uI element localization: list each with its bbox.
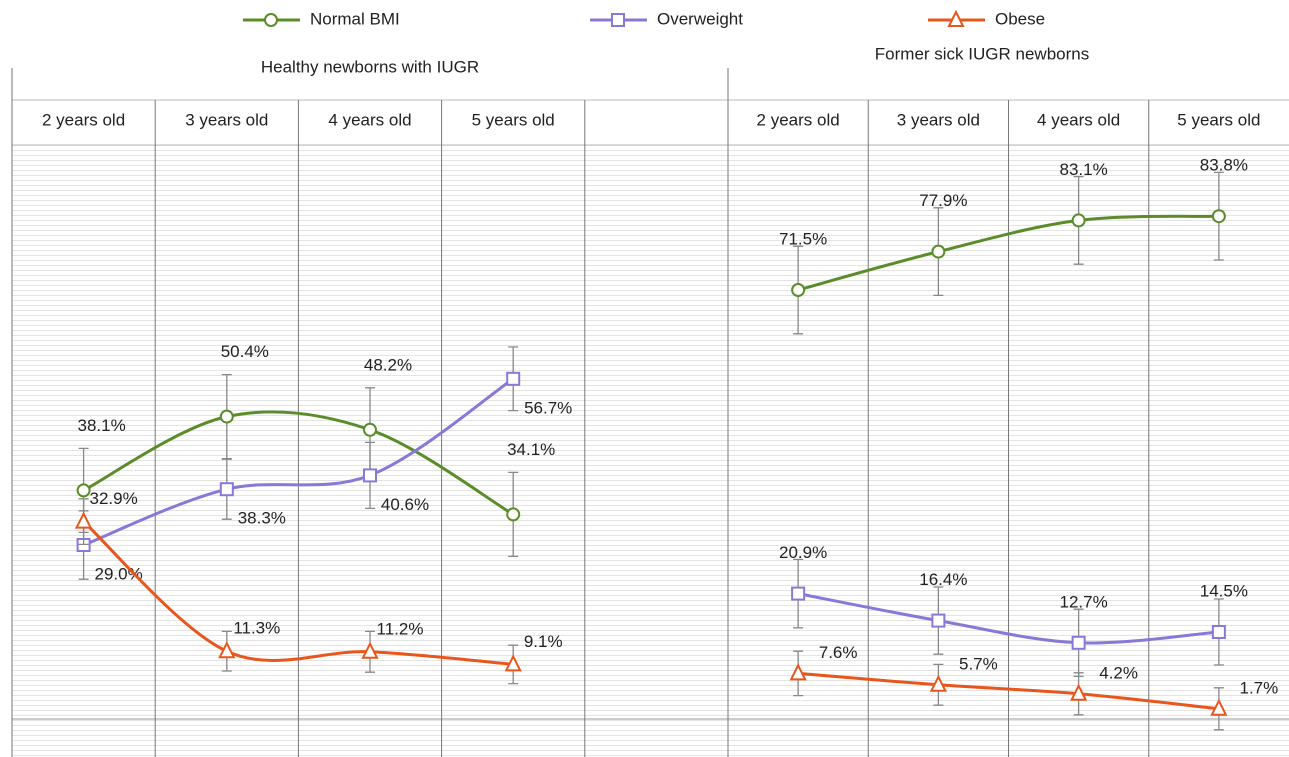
marker (791, 283, 806, 297)
legend-marker (947, 9, 965, 27)
marker (1070, 683, 1088, 701)
marker (74, 511, 93, 529)
marker (929, 674, 947, 692)
series-line (797, 214, 1219, 292)
marker (219, 482, 234, 497)
marker (361, 641, 379, 659)
marker (1211, 625, 1226, 639)
plot-background (12, 145, 1289, 757)
marker (789, 663, 807, 681)
category-label: 4 years old (1037, 110, 1120, 129)
legend-label: Obese (995, 9, 1045, 28)
data-label: 56.7% (524, 398, 572, 417)
series-line (82, 410, 514, 516)
data-label: 38.1% (77, 416, 125, 435)
data-label: 83.1% (1060, 160, 1108, 179)
category-label: 4 years old (328, 110, 411, 129)
legend-label: Overweight (657, 9, 743, 28)
data-label: 11.2% (377, 619, 424, 638)
data-label: 9.1% (524, 632, 563, 651)
marker (1071, 635, 1086, 650)
marker (1211, 209, 1226, 224)
marker (1210, 698, 1228, 716)
category-label: 5 years old (472, 110, 555, 129)
series-line (798, 671, 1220, 711)
data-label: 50.4% (221, 342, 269, 361)
marker (363, 468, 377, 483)
data-label: 83.8% (1200, 156, 1248, 175)
series-line (797, 592, 1219, 645)
marker (506, 371, 521, 386)
data-label: 77.9% (919, 191, 967, 210)
panel-title: Former sick IUGR newborns (875, 44, 1089, 63)
category-label: 5 years old (1177, 110, 1260, 129)
data-label: 11.3% (233, 619, 280, 638)
data-label: 1.7% (1240, 678, 1279, 697)
series-line (83, 377, 515, 547)
marker (504, 654, 522, 672)
series-line (82, 520, 514, 666)
category-label: 3 years old (897, 110, 980, 129)
panel-title: Healthy newborns with IUGR (261, 57, 479, 76)
data-label: 5.7% (959, 654, 998, 673)
data-label: 71.5% (779, 229, 827, 248)
marker (219, 409, 234, 424)
legend-marker (264, 13, 278, 27)
marker (931, 613, 946, 628)
data-label: 16.4% (919, 570, 967, 589)
data-label: 4.2% (1099, 663, 1138, 682)
data-label: 48.2% (364, 355, 412, 374)
data-label: 7.6% (819, 643, 858, 662)
category-label: 3 years old (185, 110, 268, 129)
legend-marker (611, 13, 625, 27)
marker (218, 640, 236, 659)
marker (76, 483, 91, 498)
data-label: 38.3% (238, 509, 286, 528)
marker (506, 507, 521, 522)
category-label: 2 years old (42, 110, 125, 129)
marker (363, 422, 377, 437)
data-label: 20.9% (779, 543, 827, 562)
marker (931, 244, 946, 259)
legend-label: Normal BMI (310, 9, 400, 28)
data-label: 12.7% (1060, 592, 1108, 611)
data-label: 40.6% (381, 495, 429, 514)
marker (791, 586, 806, 601)
data-label: 32.9% (89, 489, 137, 508)
data-label: 14.5% (1200, 581, 1248, 600)
data-label: 34.1% (507, 440, 555, 459)
marker (1071, 213, 1086, 228)
category-label: 2 years old (757, 110, 840, 129)
